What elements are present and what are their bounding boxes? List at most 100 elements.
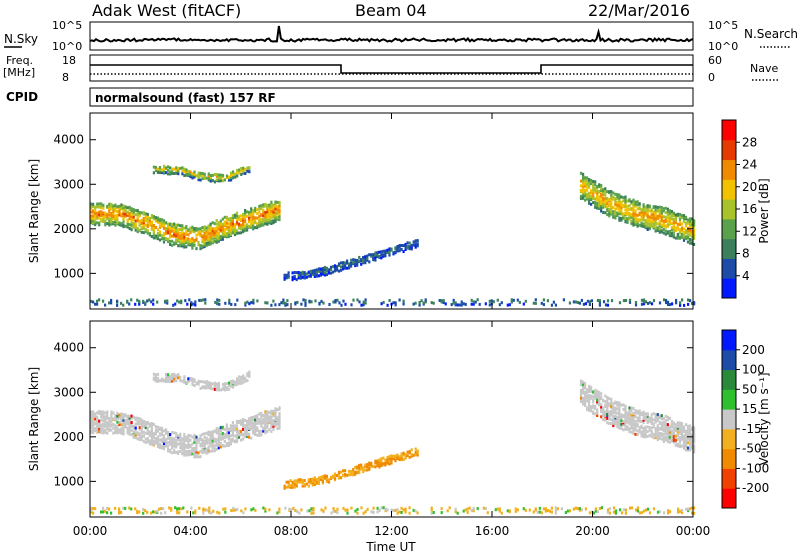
range-gate-cell [165,231,168,235]
range-gate-cell [146,511,149,514]
range-gate-cell [618,207,621,211]
range-gate-cell [586,388,589,392]
range-gate-cell [242,437,245,441]
range-gate-cell [364,298,367,302]
range-gate-cell [268,211,271,214]
range-gate-cell [579,391,583,394]
range-gate-cell [201,238,204,242]
range-gate-cell [670,231,673,235]
range-gate-cell [98,210,101,214]
colorbar-segment [722,218,736,240]
range-gate-cell [634,214,637,218]
range-gate-cell [676,430,679,434]
range-gate-cell [612,420,615,424]
range-gate-cell [562,298,565,302]
range-gate-cell [215,240,218,244]
range-gate-cell [684,229,688,233]
range-gate-cell [160,511,163,515]
range-gate-cell [630,215,633,219]
range-gate-cell [584,386,587,390]
range-gate-cell [616,425,619,429]
range-gate-cell [516,298,519,302]
range-gate-cell [632,214,635,217]
range-gate-cell [128,423,131,427]
range-gate-cell [654,434,657,438]
range-gate-cell [670,435,673,439]
range-gate-cell [684,237,688,241]
range-gate-cell [667,511,670,515]
range-gate-cell [325,476,328,480]
range-gate-cell [568,301,571,305]
range-gate-cell [296,300,299,304]
range-gate-cell [618,412,621,416]
range-gate-cell [352,470,355,474]
range-gate-cell [108,213,111,217]
range-gate-cell [414,242,417,246]
range-gate-cell [134,222,137,226]
range-gate-cell [250,210,253,214]
range-gate-cell [102,206,105,210]
range-gate-cell [612,421,615,425]
range-gate-cell [674,443,677,447]
range-gate-cell [608,410,611,414]
range-gate-cell [258,419,261,423]
range-gate-cell [260,222,263,226]
range-gate-cell [632,203,635,207]
range-gate-cell [213,444,216,448]
range-gate-cell [142,507,145,511]
range-gate-cell [588,178,591,182]
range-gate-cell [610,202,613,206]
range-gate-cell [321,475,324,478]
range-gate-cell [116,411,119,415]
range-gate-cell [118,209,121,213]
range-gate-cell [126,428,129,432]
range-gate-cell [193,384,196,388]
range-gate-cell [262,208,265,212]
range-gate-cell [272,414,275,418]
y-tick-label: 3000 [53,385,84,399]
range-gate-cell [132,223,135,227]
range-gate-cell [104,211,107,215]
range-gate-cell [582,177,585,181]
range-gate-cell [400,452,403,456]
range-gate-cell [442,301,445,304]
range-gate-cell [219,388,222,392]
range-gate-cell [672,421,675,425]
range-gate-cell [626,212,629,216]
range-gate-cell [175,379,178,383]
range-gate-cell [342,261,345,265]
range-gate-cell [260,213,263,217]
range-gate-cell [630,213,633,216]
range-gate-cell [219,219,222,223]
range-gate-cell [691,235,694,239]
range-gate-cell [648,433,651,437]
range-gate-cell [598,403,601,407]
range-gate-cell [176,299,179,303]
range-gate-cell [233,230,237,234]
range-gate-cell [150,224,153,228]
range-gate-cell [120,431,123,435]
range-gate-cell [670,217,673,221]
range-gate-cell [219,176,222,180]
range-gate-cell [231,219,234,223]
range-gate-cell [132,215,135,219]
range-gate-cell [106,507,109,510]
range-gate-cell [350,258,353,262]
range-gate-cell [229,438,232,442]
range-gate-cell [358,259,361,263]
range-gate-cell [674,221,677,225]
range-gate-cell [274,407,277,411]
range-gate-cell [634,420,637,424]
range-gate-cell [92,205,95,209]
range-gate-cell [299,478,302,482]
range-gate-cell [189,175,192,179]
range-gate-cell [112,217,115,221]
range-gate-cell [664,422,667,426]
range-gate-cell [207,447,210,451]
range-gate-cell [256,208,259,212]
range-gate-cell [329,268,333,271]
range-gate-cell [175,225,178,229]
range-gate-cell [396,508,399,512]
range-gate-cell [332,300,335,304]
